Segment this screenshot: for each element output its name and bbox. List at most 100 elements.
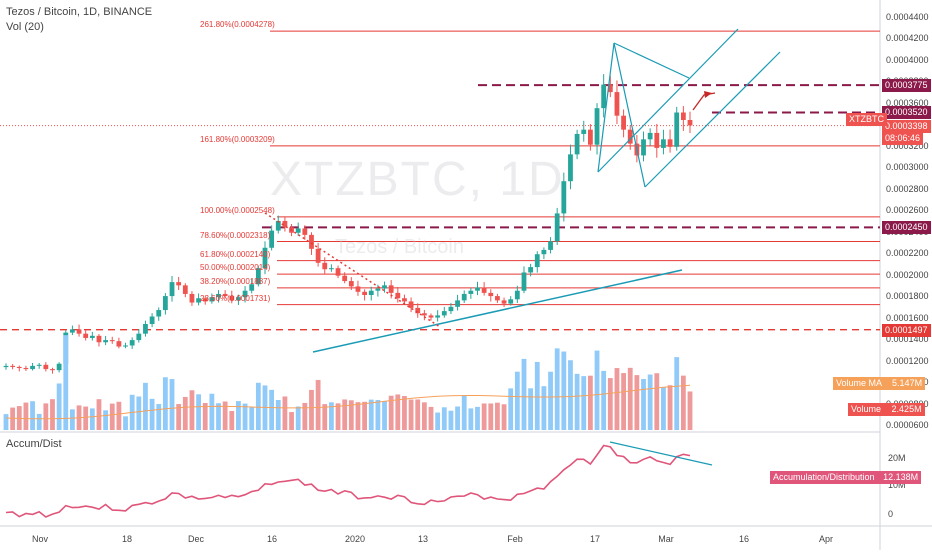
candle-body-33 [222,293,228,297]
ad-line [5,444,691,518]
triangle-top [613,42,690,79]
price-axis-label: 0.0001800 [886,291,929,302]
candle-body-54 [362,291,368,296]
volume-bar-83 [554,348,560,430]
candle-body-88 [587,129,593,145]
candle-body-12 [83,333,89,338]
arrow-path [692,92,716,111]
candle-body-18 [123,345,128,347]
volume-bar-63 [421,402,427,430]
volume-bar-48 [322,404,328,430]
volume-bar-3 [23,402,29,430]
candle-body-52 [348,281,354,287]
candle-body-71 [475,287,480,291]
volume-bar-20 [136,396,142,430]
candle-body-75 [501,300,507,304]
candle-body-46 [309,234,314,249]
arrow-head [704,91,712,98]
volume-bar-14 [96,399,102,430]
volume-indicator-label[interactable]: Vol (20) [6,21,44,33]
candle-body-82 [548,241,553,250]
candle-body-17 [116,341,122,347]
volume-bar-24 [162,377,168,430]
volume-bar-75 [501,404,507,430]
volume-bar-21 [143,382,148,430]
volume-bar-92 [614,368,620,430]
candle-body-23 [156,310,162,317]
volume-bar-85 [568,360,573,430]
candle-body-56 [375,288,381,291]
volume-bar-46 [309,389,314,430]
volume-bar-44 [295,406,301,430]
candle-body-4 [30,365,35,370]
volume-bar-59 [395,394,401,430]
channel-lower [644,51,781,188]
candle-body-19 [129,340,135,346]
volume-bar-22 [149,398,155,430]
volume-bar-54 [362,401,368,430]
candle-body-60 [402,298,407,302]
triangle-left [597,42,615,173]
candle-body-59 [395,292,401,299]
candle-body-67 [448,306,454,312]
price-axis-label: 0.0002000 [886,269,929,280]
volume-ma-label: Volume MA [836,378,882,388]
volume-bar-68 [455,406,460,430]
candle-body-48 [322,262,328,270]
candle-body-20 [136,333,142,341]
volume-bar-60 [402,396,407,430]
volume-bar-47 [315,379,321,430]
ad-indicator-label[interactable]: Accum/Dist [6,438,62,450]
volume-bar-67 [448,410,454,430]
candle-body-2 [16,366,22,369]
volume-bar-86 [574,373,580,430]
candle-body-41 [275,220,281,231]
volume-label: Volume [851,404,882,414]
volume-bar-58 [388,395,394,430]
candle-body-40 [269,230,275,248]
volume-bar-16 [109,403,115,430]
volume-bar-56 [375,400,381,430]
channel-left-edge [613,42,646,188]
symbol-tag: XTZBTC [846,113,887,126]
volume-bar-73 [488,403,494,430]
candle-body-77 [514,290,520,300]
ad-axis-label: 0 [888,509,894,519]
candle-body-50 [335,268,341,276]
volume-bar-97 [647,374,653,430]
candle-body-81 [541,249,547,255]
candle-body-45 [302,228,308,235]
volume-bar-33 [222,401,228,430]
candle-body-99 [661,139,666,148]
price-axis-label: 0.0002800 [886,183,929,194]
volume-bar-101 [674,357,680,430]
volume-bar-17 [116,401,122,430]
volume-bar-80 [534,361,540,430]
price-axis-label: 0.0001400 [886,334,929,345]
volume-bar-0 [3,414,9,430]
candle-body-44 [295,228,301,233]
chart-title[interactable]: Tezos / Bitcoin, 1D, BINANCE [6,6,153,18]
volume-bar-96 [641,379,646,430]
volume-bar-30 [202,402,208,430]
volume-bar-10 [70,409,75,430]
time-axis-label: 13 [417,534,429,544]
volume-bar-65 [435,412,441,430]
price-tag: 0.0001497 [882,323,931,337]
volume-bar-7 [50,399,55,430]
volume-bar-50 [335,403,341,430]
volume-bar-49 [328,402,334,430]
candle-body-38 [255,268,261,285]
volume-bar-53 [355,402,361,430]
volume-bar-88 [587,375,593,430]
candle-body-72 [481,287,487,293]
candle-body-11 [76,329,82,334]
candle-body-102 [680,112,686,120]
volume-bar-72 [481,403,487,430]
price-axis-label: 0.0002600 [886,205,929,216]
volume-bar-95 [634,375,640,430]
volume-bar-81 [541,386,547,430]
candle-body-36 [242,290,248,298]
